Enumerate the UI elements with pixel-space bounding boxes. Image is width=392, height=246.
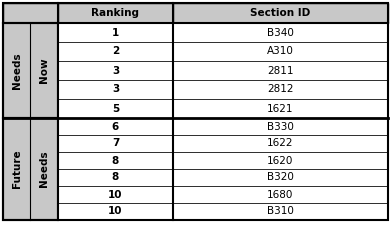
Bar [58, 99, 173, 118]
Text: 2811: 2811 [267, 65, 294, 76]
Text: 1622: 1622 [267, 138, 294, 149]
Text: Section ID: Section ID [250, 8, 310, 18]
Bar [58, 169, 173, 186]
Text: 10: 10 [108, 189, 123, 200]
Bar [173, 61, 388, 80]
Text: 2812: 2812 [267, 84, 294, 94]
Bar [58, 80, 173, 99]
Text: B340: B340 [267, 28, 294, 37]
Text: 7: 7 [112, 138, 119, 149]
Text: 8: 8 [112, 155, 119, 166]
Bar [173, 42, 388, 61]
Bar [58, 61, 173, 80]
Bar [173, 80, 388, 99]
Text: 10: 10 [108, 206, 123, 216]
Text: Ranking: Ranking [91, 8, 140, 18]
Bar [173, 135, 388, 152]
Text: B310: B310 [267, 206, 294, 216]
Bar [58, 152, 173, 169]
Text: 3: 3 [112, 84, 119, 94]
Bar [173, 152, 388, 169]
Bar [58, 203, 173, 220]
Bar [58, 118, 173, 135]
Text: Future: Future [12, 150, 22, 188]
Bar [58, 135, 173, 152]
Text: B330: B330 [267, 122, 294, 132]
Bar [58, 3, 173, 23]
Text: 1620: 1620 [267, 155, 294, 166]
Text: 1: 1 [112, 28, 119, 37]
Text: Now: Now [39, 58, 49, 83]
Bar [58, 23, 173, 42]
Bar [173, 23, 388, 42]
Text: 1621: 1621 [267, 104, 294, 113]
Bar [173, 169, 388, 186]
Text: A310: A310 [267, 46, 294, 57]
Text: 6: 6 [112, 122, 119, 132]
Bar [58, 42, 173, 61]
Bar [3, 23, 58, 118]
Bar [3, 118, 58, 220]
Bar [173, 203, 388, 220]
Text: 5: 5 [112, 104, 119, 113]
Bar [173, 186, 388, 203]
Text: 8: 8 [112, 172, 119, 183]
Bar [3, 3, 388, 220]
Text: B320: B320 [267, 172, 294, 183]
Text: Needs: Needs [39, 151, 49, 187]
Text: Needs: Needs [12, 52, 22, 89]
Text: 3: 3 [112, 65, 119, 76]
Text: 1680: 1680 [267, 189, 294, 200]
Bar [173, 99, 388, 118]
Bar [58, 186, 173, 203]
Bar [173, 3, 388, 23]
Text: 2: 2 [112, 46, 119, 57]
Bar [3, 3, 58, 23]
Bar [173, 118, 388, 135]
